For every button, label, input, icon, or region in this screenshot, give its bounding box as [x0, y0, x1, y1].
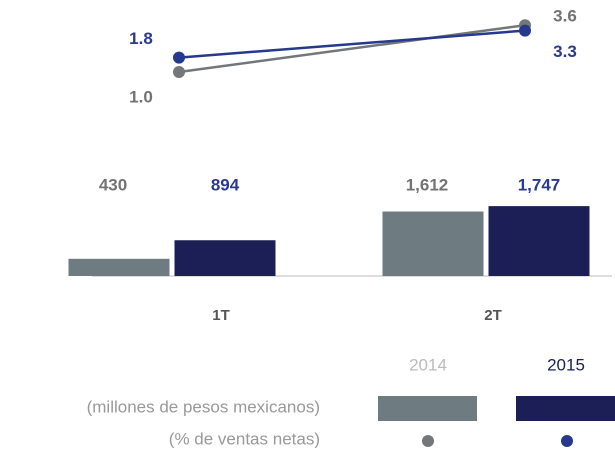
- legend-swatch: [378, 396, 477, 421]
- bar-value-label: 1,747: [518, 175, 561, 194]
- line-point: [173, 66, 185, 78]
- category-label: 2T: [484, 307, 502, 324]
- bar-value-label: 1,612: [406, 175, 449, 194]
- legend-unit: (% de ventas netas): [169, 429, 320, 448]
- line-value-label: 3.3: [553, 42, 577, 61]
- line: [178, 23, 526, 74]
- legend-label: 2015: [547, 355, 585, 374]
- legend-unit: (millones de pesos mexicanos): [87, 397, 320, 416]
- line-point: [519, 24, 531, 37]
- line-value-label: 1.0: [129, 87, 153, 106]
- bar: [68, 258, 170, 276]
- category-label: 1T: [212, 307, 230, 324]
- bar: [174, 240, 276, 276]
- bar-value-label: 894: [211, 175, 240, 194]
- legend-swatch: [516, 396, 615, 421]
- line: [178, 29, 526, 59]
- line-point: [173, 51, 185, 64]
- bar-value-label: 430: [99, 175, 127, 194]
- legend-label: 2014: [409, 355, 447, 374]
- line-value-label: 1.8: [129, 29, 153, 48]
- bar: [382, 211, 484, 276]
- legend-dot: [561, 435, 573, 447]
- line-value-label: 3.6: [553, 7, 577, 26]
- legend-dot: [422, 435, 434, 447]
- bar: [488, 206, 590, 276]
